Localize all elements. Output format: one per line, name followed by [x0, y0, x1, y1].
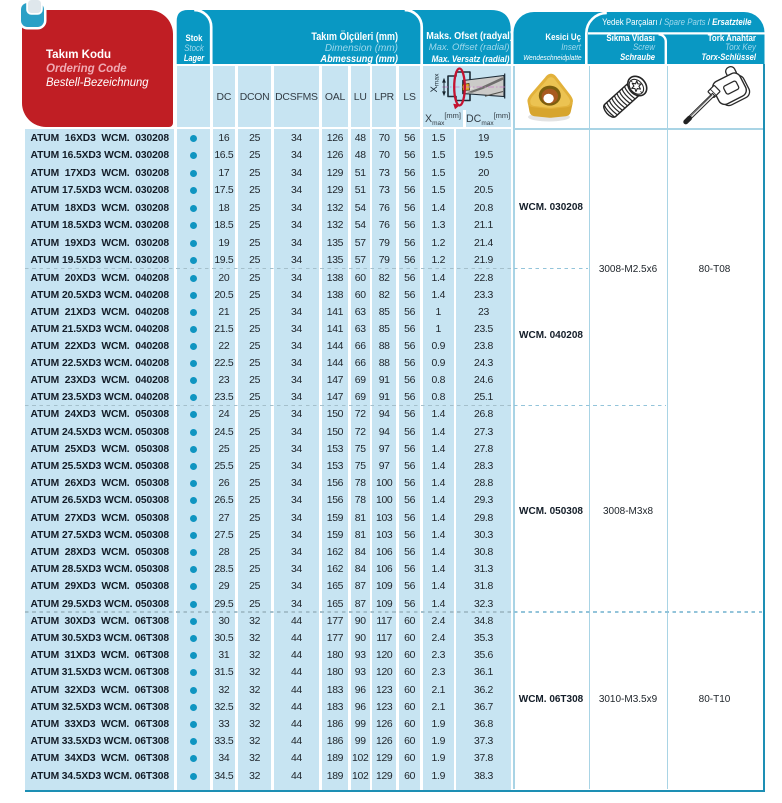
svg-text:Xmax: Xmax: [429, 73, 441, 93]
